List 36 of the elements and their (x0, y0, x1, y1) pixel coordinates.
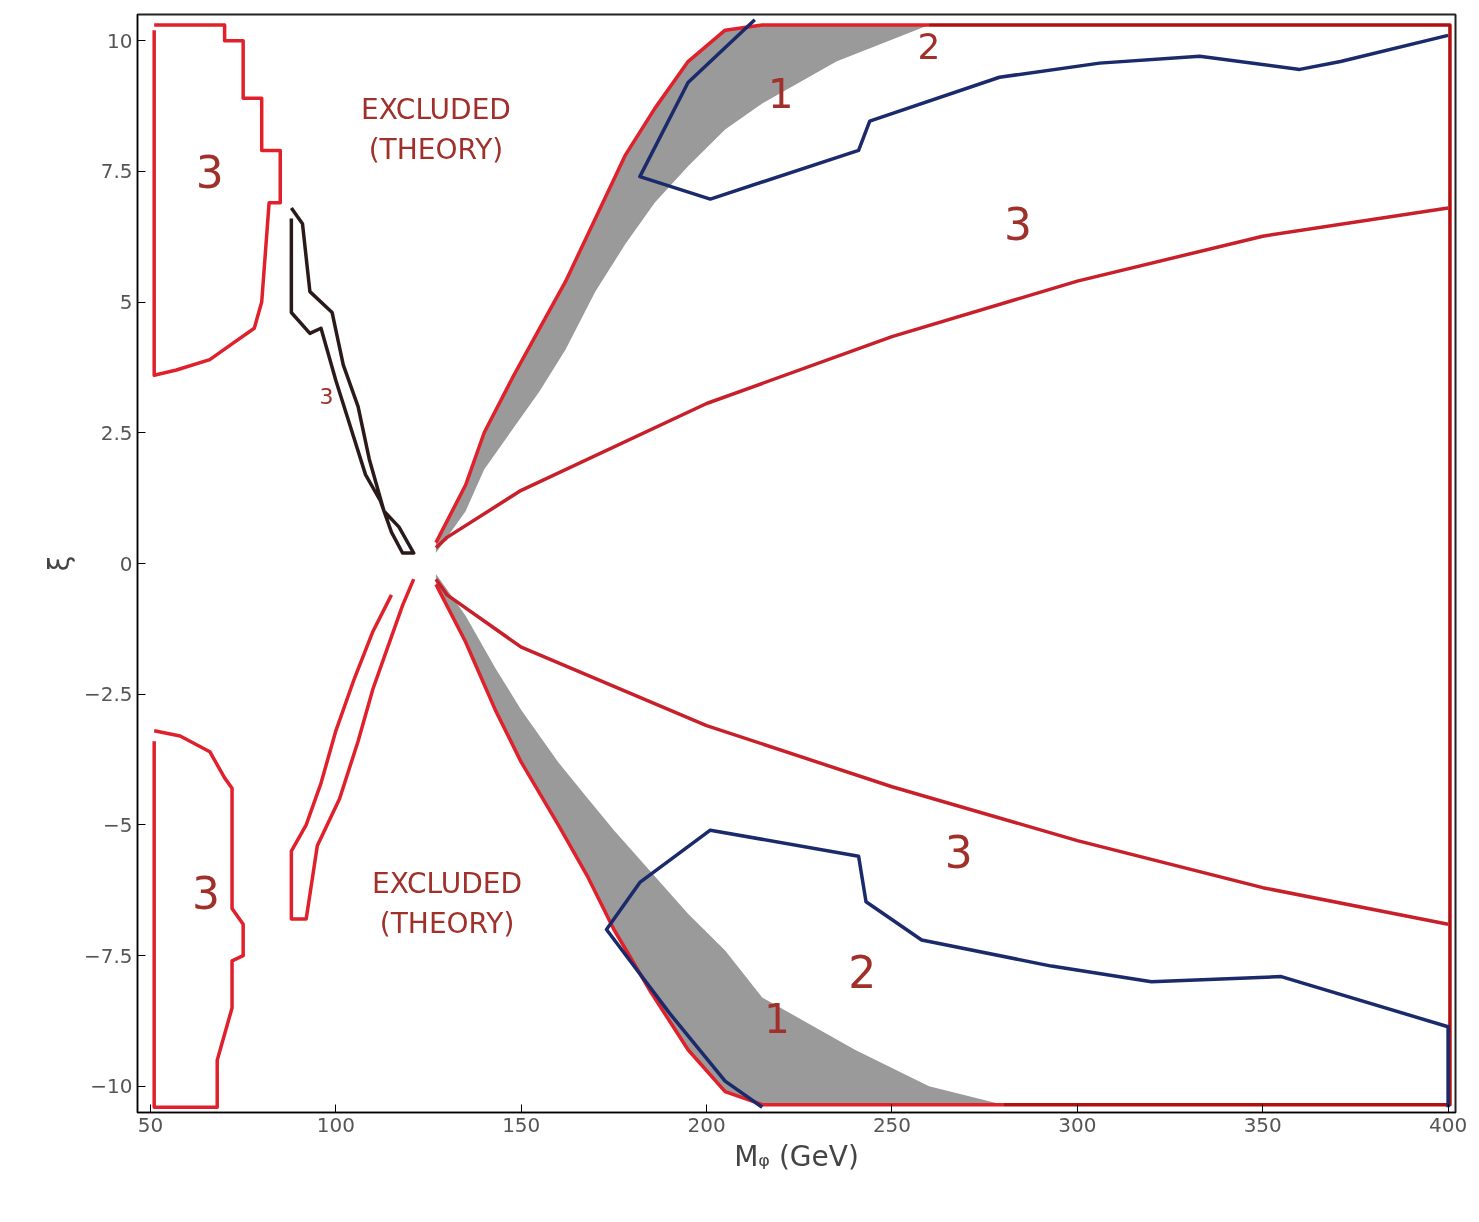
annotation: EXCLUDED (THEORY) (372, 867, 523, 940)
y-tick-label: −2.5 (83, 682, 133, 707)
x-tick-label: 200 (687, 1112, 726, 1137)
x-tick-label: 350 (1243, 1112, 1282, 1137)
annotation: 3 (192, 868, 221, 920)
y-tick-label: 7.5 (100, 159, 133, 184)
annotation: 3 (1004, 199, 1033, 251)
y-tick-label: −5 (103, 812, 133, 837)
y-axis-title: ξ (42, 555, 76, 572)
line-series (152, 23, 282, 378)
x-axis-title: Mᵩ (GeV) (734, 1139, 859, 1173)
line-series (604, 828, 1450, 1110)
x-tick-label: 50 (137, 1112, 164, 1137)
line-series (434, 206, 1450, 550)
annotation: 3 (944, 826, 973, 878)
annotation: 1 (764, 996, 790, 1043)
line-series (289, 206, 416, 555)
line-series (638, 17, 1450, 201)
y-tick-label: 2.5 (100, 420, 133, 445)
x-tick-label: 250 (872, 1112, 912, 1137)
x-tick-label: 150 (502, 1112, 541, 1137)
x-tick-label: 100 (316, 1112, 355, 1137)
annotation: EXCLUDED (THEORY) (361, 93, 511, 166)
y-tick-label: 5 (119, 290, 133, 315)
y-tick-label: 0 (119, 551, 133, 576)
annotation: 2 (848, 946, 877, 998)
annotation: 3 (319, 384, 334, 410)
annotation: 1 (768, 70, 794, 117)
annotation: 3 (195, 146, 224, 198)
y-tick-label: −10 (90, 1074, 133, 1099)
x-tick-label: 300 (1058, 1112, 1097, 1137)
y-tick-label: −7.5 (83, 943, 133, 968)
y-tick-label: 10 (107, 28, 133, 53)
line-series (152, 729, 245, 1110)
x-tick-label: 400 (1429, 1112, 1468, 1137)
annotation: 2 (917, 25, 941, 67)
